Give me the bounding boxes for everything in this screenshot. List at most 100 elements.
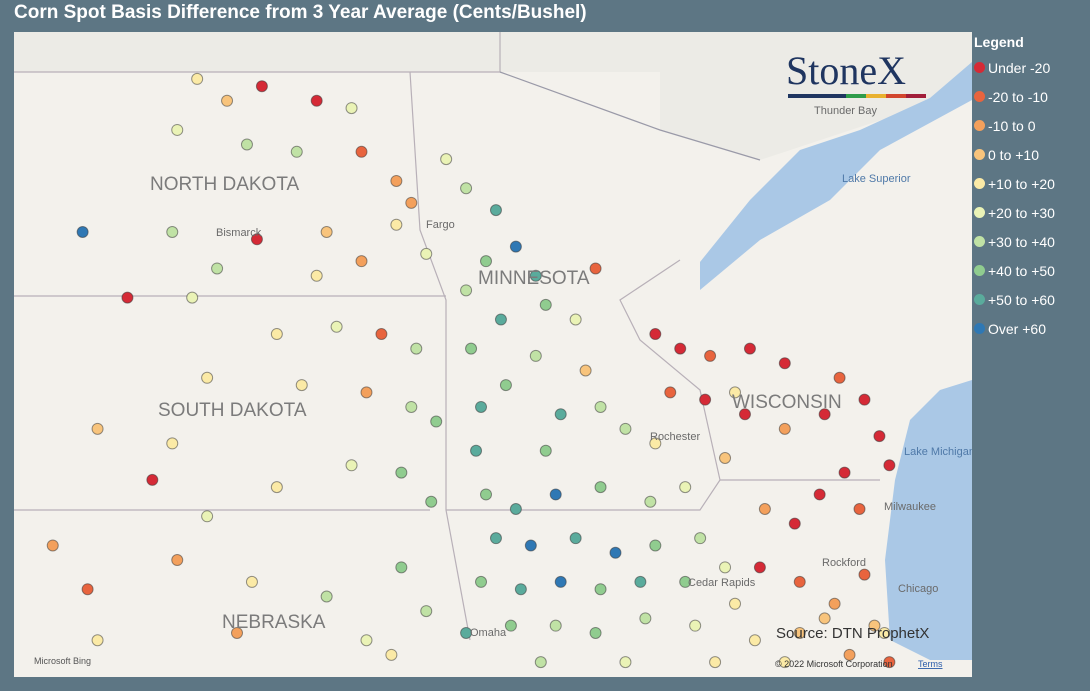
station-point[interactable]	[778, 656, 791, 669]
station-point[interactable]	[589, 262, 602, 275]
station-point[interactable]	[360, 386, 373, 399]
station-point[interactable]	[634, 575, 647, 588]
station-point[interactable]	[405, 400, 418, 413]
station-point[interactable]	[554, 575, 567, 588]
station-point[interactable]	[255, 80, 268, 93]
station-point[interactable]	[619, 422, 632, 435]
station-point[interactable]	[674, 342, 687, 355]
station-point[interactable]	[818, 408, 831, 421]
station-point[interactable]	[699, 393, 712, 406]
station-point[interactable]	[549, 619, 562, 632]
station-point[interactable]	[529, 349, 542, 362]
station-point[interactable]	[290, 145, 303, 158]
station-point[interactable]	[186, 291, 199, 304]
station-point[interactable]	[355, 145, 368, 158]
legend-item[interactable]: +20 to +30	[974, 198, 1055, 227]
legend-item[interactable]: -10 to 0	[974, 111, 1055, 140]
station-point[interactable]	[390, 218, 403, 231]
station-point[interactable]	[743, 342, 756, 355]
station-point[interactable]	[166, 437, 179, 450]
station-point[interactable]	[245, 575, 258, 588]
station-point[interactable]	[509, 503, 522, 516]
station-point[interactable]	[649, 328, 662, 341]
station-point[interactable]	[295, 379, 308, 392]
station-point[interactable]	[465, 342, 478, 355]
station-point[interactable]	[843, 648, 856, 661]
station-point[interactable]	[788, 517, 801, 530]
station-point[interactable]	[813, 488, 826, 501]
legend-item[interactable]: +40 to +50	[974, 256, 1055, 285]
station-point[interactable]	[524, 539, 537, 552]
station-point[interactable]	[569, 532, 582, 545]
station-point[interactable]	[146, 473, 159, 486]
station-point[interactable]	[514, 583, 527, 596]
legend-item[interactable]: +50 to +60	[974, 285, 1055, 314]
station-point[interactable]	[166, 226, 179, 238]
station-point[interactable]	[475, 575, 488, 588]
station-point[interactable]	[679, 481, 692, 494]
station-point[interactable]	[91, 422, 104, 435]
station-point[interactable]	[539, 298, 552, 311]
station-point[interactable]	[440, 153, 453, 166]
legend-item[interactable]: Over +60	[974, 314, 1055, 343]
station-point[interactable]	[250, 233, 263, 246]
station-point[interactable]	[664, 386, 677, 399]
station-point[interactable]	[639, 612, 652, 625]
station-point[interactable]	[201, 510, 214, 523]
station-point[interactable]	[121, 291, 134, 304]
station-point[interactable]	[475, 400, 488, 413]
station-point[interactable]	[719, 451, 732, 464]
station-point[interactable]	[883, 656, 896, 669]
station-point[interactable]	[460, 626, 473, 639]
station-point[interactable]	[171, 554, 184, 567]
station-point[interactable]	[778, 422, 791, 435]
station-point[interactable]	[390, 174, 403, 187]
station-point[interactable]	[385, 648, 398, 661]
station-point[interactable]	[499, 379, 512, 392]
station-point[interactable]	[748, 634, 761, 647]
station-point[interactable]	[793, 575, 806, 588]
station-point[interactable]	[504, 619, 517, 632]
station-point[interactable]	[460, 284, 473, 297]
station-point[interactable]	[694, 532, 707, 545]
station-point[interactable]	[76, 226, 89, 238]
station-point[interactable]	[594, 400, 607, 413]
station-point[interactable]	[644, 495, 657, 508]
station-point[interactable]	[868, 619, 881, 632]
station-point[interactable]	[420, 247, 433, 260]
station-point[interactable]	[818, 612, 831, 625]
station-point[interactable]	[679, 575, 692, 588]
station-point[interactable]	[470, 444, 483, 457]
legend-item[interactable]: +10 to +20	[974, 169, 1055, 198]
station-point[interactable]	[270, 481, 283, 494]
station-point[interactable]	[704, 349, 717, 362]
station-point[interactable]	[649, 539, 662, 552]
station-point[interactable]	[270, 328, 283, 341]
station-point[interactable]	[191, 72, 204, 85]
station-point[interactable]	[509, 240, 522, 253]
station-point[interactable]	[489, 204, 502, 217]
station-point[interactable]	[405, 196, 418, 209]
station-point[interactable]	[594, 583, 607, 596]
station-point[interactable]	[689, 619, 702, 632]
station-point[interactable]	[579, 364, 592, 377]
station-point[interactable]	[46, 539, 59, 552]
station-point[interactable]	[753, 561, 766, 574]
station-point[interactable]	[310, 269, 323, 282]
station-point[interactable]	[81, 583, 94, 596]
legend-item[interactable]: 0 to +10	[974, 140, 1055, 169]
station-point[interactable]	[619, 656, 632, 669]
legend-item[interactable]: Under -20	[974, 53, 1055, 82]
station-point[interactable]	[853, 503, 866, 516]
station-point[interactable]	[534, 656, 547, 669]
station-point[interactable]	[395, 561, 408, 574]
station-point[interactable]	[330, 320, 343, 333]
station-point[interactable]	[838, 466, 851, 479]
station-point[interactable]	[375, 328, 388, 341]
station-point[interactable]	[91, 634, 104, 647]
station-point[interactable]	[878, 626, 891, 639]
legend-item[interactable]: +30 to +40	[974, 227, 1055, 256]
station-point[interactable]	[494, 313, 507, 326]
station-point[interactable]	[211, 262, 224, 275]
station-point[interactable]	[594, 481, 607, 494]
